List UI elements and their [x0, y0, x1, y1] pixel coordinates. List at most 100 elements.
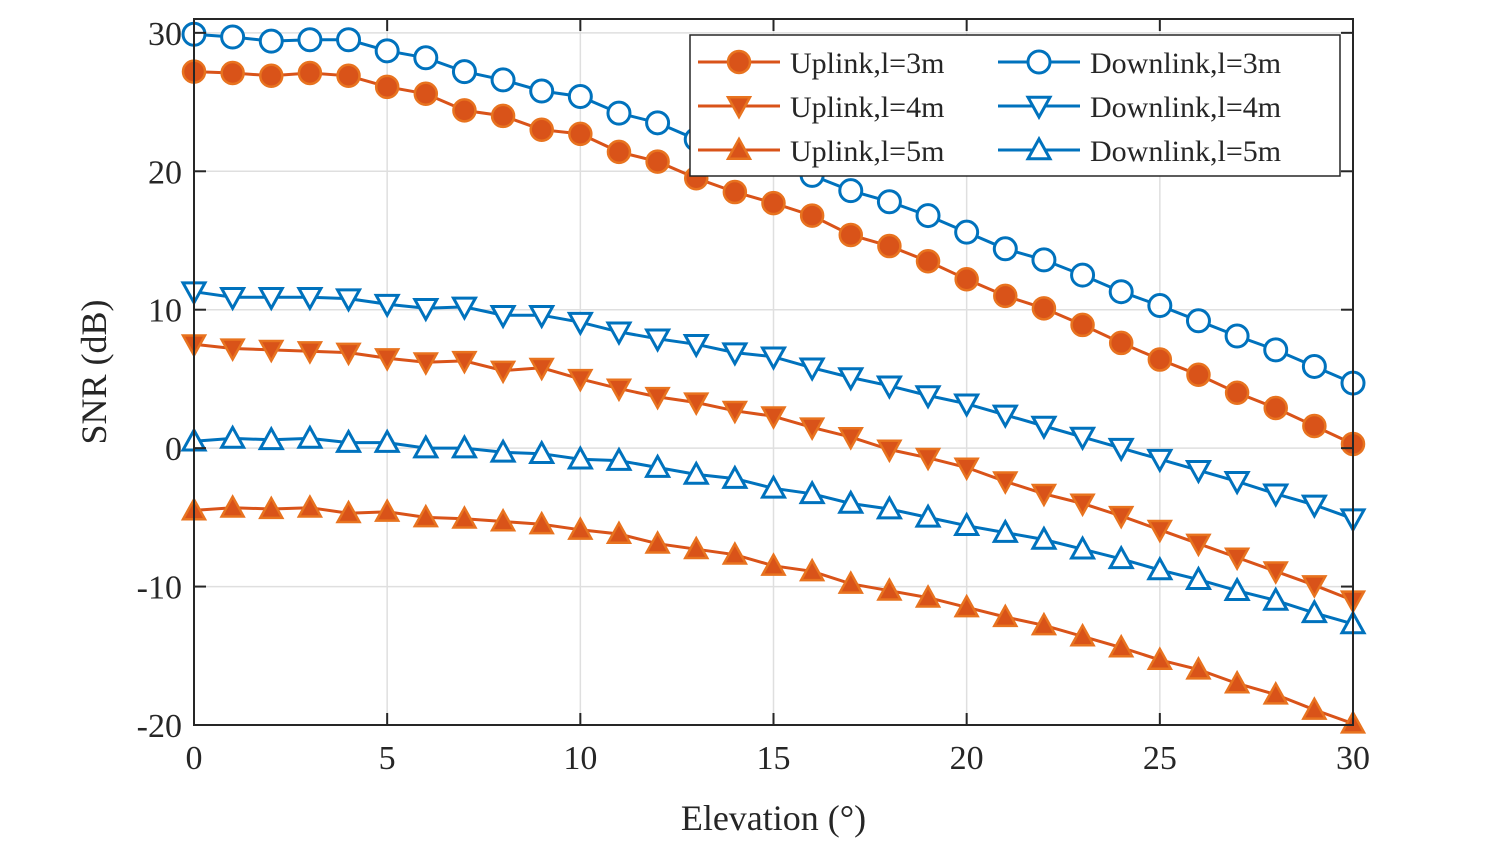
data-point — [1030, 415, 1058, 441]
data-point — [1301, 353, 1327, 379]
data-point — [1147, 293, 1173, 319]
data-point — [1186, 362, 1211, 388]
data-point — [1069, 426, 1097, 452]
data-point — [567, 516, 594, 540]
data-point — [759, 346, 788, 371]
data-point — [914, 385, 942, 410]
data-point — [1070, 262, 1096, 288]
data-point — [220, 60, 245, 86]
data-point — [876, 577, 903, 601]
data-point — [1185, 308, 1211, 334]
data-point — [838, 222, 864, 248]
legend-label: Downlink,l=5m — [1090, 135, 1281, 168]
data-point — [760, 552, 787, 576]
data-point — [605, 321, 633, 346]
data-point — [1069, 535, 1097, 560]
data-point — [566, 311, 594, 337]
data-point — [1223, 669, 1251, 694]
data-point — [412, 352, 439, 376]
data-point — [799, 417, 826, 441]
data-point — [1107, 544, 1135, 570]
x-tick-label: 25 — [1143, 740, 1177, 777]
legend: Uplink,l=3m Uplink,l=4m Uplink,l=5m Downlin… — [689, 34, 1341, 177]
data-point — [528, 510, 555, 535]
data-point — [568, 121, 593, 147]
data-point — [374, 74, 400, 100]
data-point — [876, 439, 903, 464]
data-point — [257, 425, 285, 451]
data-point — [875, 375, 903, 400]
data-point — [1026, 49, 1052, 75]
data-point — [489, 507, 517, 532]
data-point — [529, 78, 555, 104]
data-point — [760, 406, 787, 430]
x-tick-label: 5 — [379, 740, 396, 777]
data-point — [915, 249, 941, 274]
data-point — [759, 474, 788, 499]
data-point — [258, 28, 284, 54]
data-point — [1146, 555, 1174, 581]
data-point — [450, 434, 478, 459]
data-point — [1025, 135, 1053, 161]
data-point — [1031, 296, 1057, 321]
data-point — [683, 392, 710, 417]
data-point — [722, 179, 748, 205]
legend-item: Uplink,l=5m — [698, 135, 944, 168]
data-point — [336, 63, 361, 89]
data-point — [991, 404, 1019, 430]
data-point — [336, 27, 362, 53]
legend-label: Uplink,l=3m — [790, 47, 944, 80]
data-point — [606, 100, 632, 126]
legend-item: Downlink,l=5m — [998, 135, 1281, 168]
data-point — [993, 283, 1018, 309]
data-point — [877, 233, 902, 259]
data-point — [605, 446, 633, 471]
data-point — [297, 27, 323, 53]
data-point — [954, 219, 980, 245]
y-tick-label: -10 — [137, 570, 182, 607]
data-point — [914, 447, 942, 472]
data-point — [1184, 459, 1213, 485]
data-point — [489, 304, 517, 330]
data-point — [1108, 505, 1135, 530]
data-point — [914, 584, 942, 608]
data-point — [953, 393, 981, 418]
data-point — [799, 203, 825, 228]
data-point — [725, 95, 753, 120]
data-point — [257, 286, 285, 312]
legend-item: Downlink,l=4m — [998, 91, 1281, 124]
data-point — [259, 63, 284, 89]
data-point — [258, 339, 285, 364]
x-tick-label: 20 — [950, 740, 984, 777]
data-point — [838, 178, 864, 204]
data-point — [412, 503, 439, 528]
data-point — [1146, 646, 1173, 670]
data-point — [798, 357, 826, 382]
data-point — [1224, 380, 1250, 406]
data-point — [1184, 565, 1213, 590]
y-tick-label: 0 — [165, 431, 182, 468]
data-point — [1030, 525, 1058, 550]
data-point — [451, 59, 477, 85]
data-point — [374, 348, 401, 372]
data-point — [296, 286, 324, 312]
data-point — [1301, 575, 1328, 599]
data-point — [875, 494, 903, 520]
data-point — [954, 267, 979, 292]
axis-ticks: 0 5 10 15 20 25 30 -20 -10 0 10 20 30 — [137, 16, 1370, 777]
data-point — [992, 236, 1018, 262]
data-point — [373, 293, 401, 319]
data-point — [258, 495, 285, 520]
data-point — [798, 479, 826, 505]
x-tick-label: 30 — [1336, 740, 1370, 777]
data-point — [219, 286, 247, 312]
data-point — [1185, 656, 1212, 680]
data-point — [606, 139, 632, 165]
data-point — [413, 81, 439, 107]
data-point — [1069, 622, 1096, 647]
data-point — [721, 464, 749, 489]
data-point — [451, 350, 478, 375]
y-tick-label: 20 — [148, 154, 182, 191]
y-tick-label: -20 — [137, 708, 182, 745]
